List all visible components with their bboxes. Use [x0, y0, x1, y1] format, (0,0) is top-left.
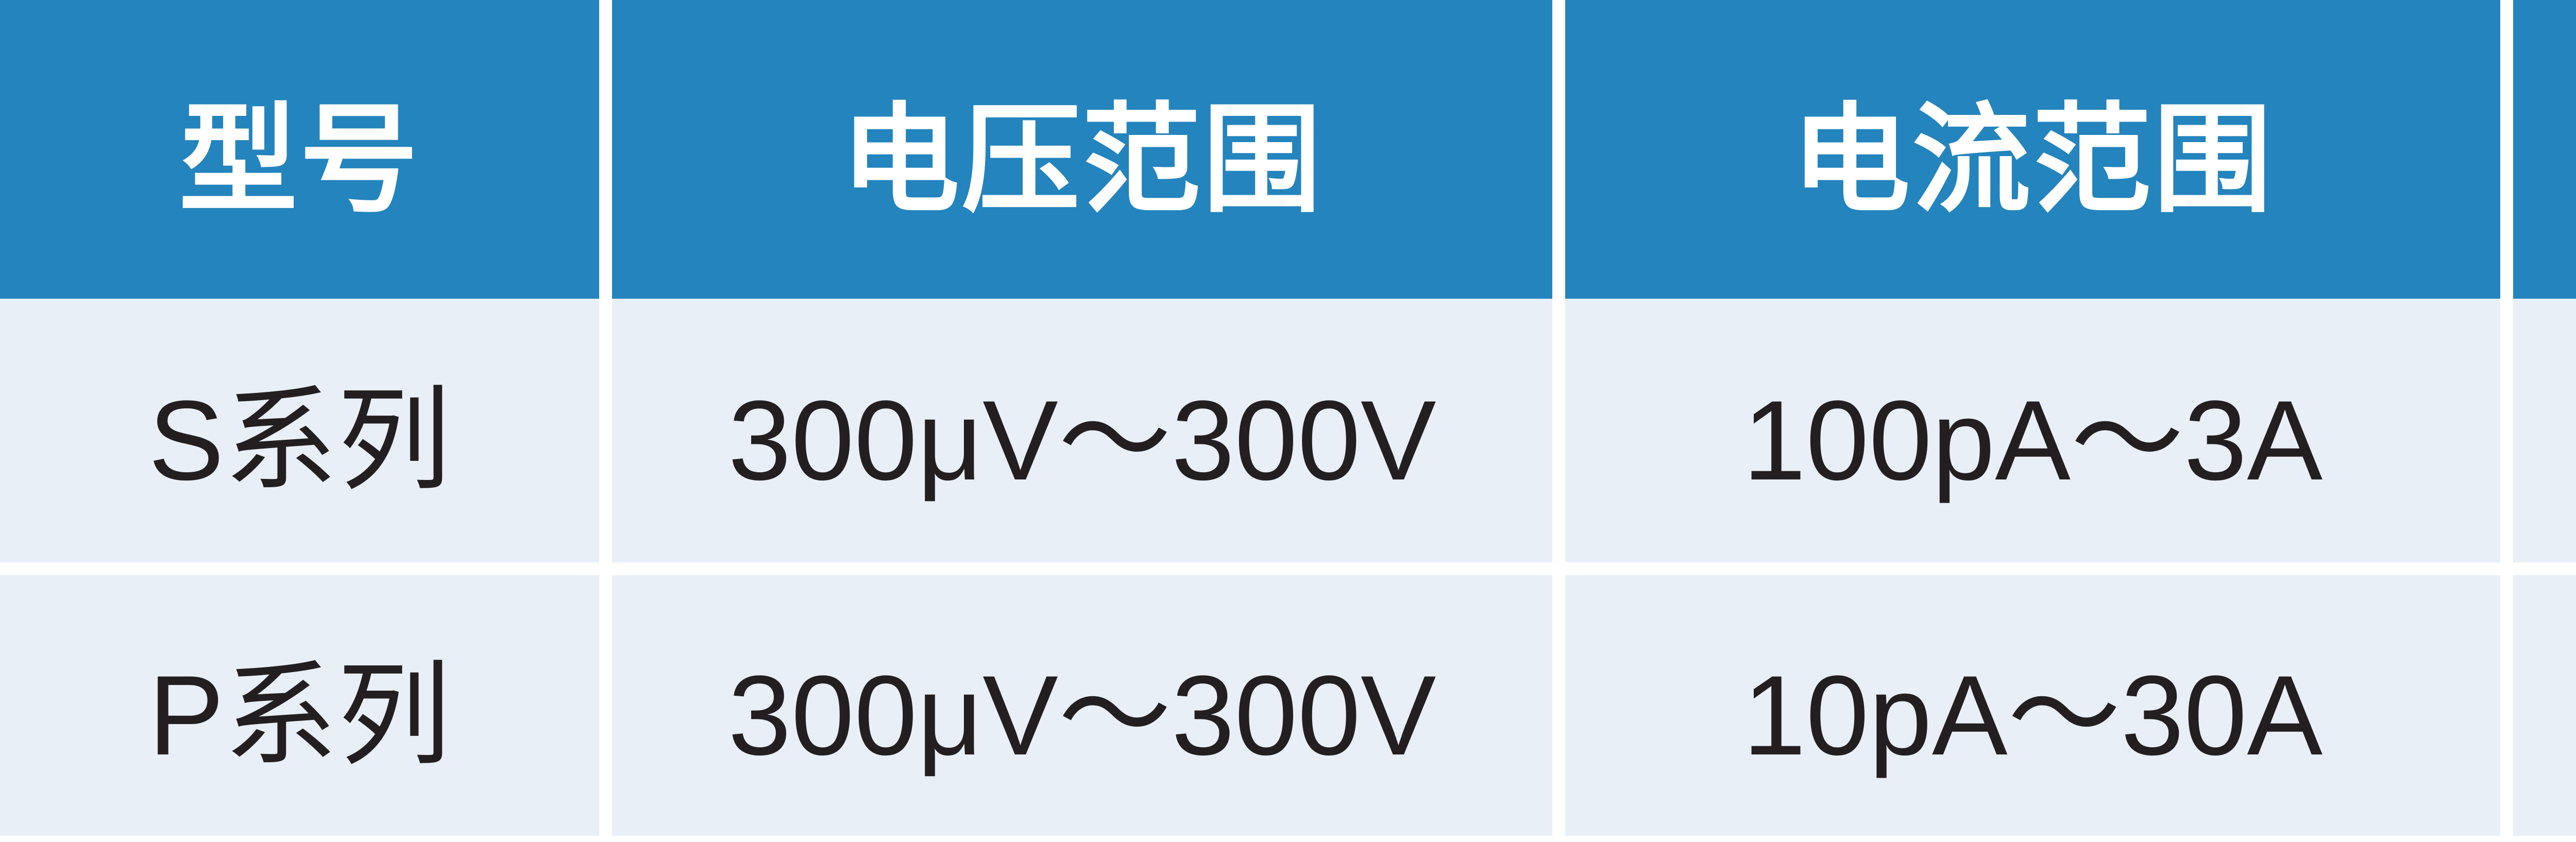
cell-voltage-accuracy: 0.03%: [2513, 575, 2576, 836]
header-cell-voltage-range: 电压范围: [612, 0, 1552, 299]
bottom-padding: [0, 836, 2576, 842]
table-row-s-series: S系列 300μV～300V 100pA～3A 0.03% 0.03%/0.1%: [0, 299, 2576, 562]
cell-voltage-range: 300μV～300V: [612, 299, 1552, 562]
cell-model: S系列: [0, 299, 599, 562]
header-cell-current-range: 电流范围: [1565, 0, 2500, 299]
header-cell-model: 型号: [0, 0, 599, 299]
table-row-p-series: P系列 300μV～300V 10pA～30A 0.03% 0.03%/0.1%: [0, 575, 2576, 836]
cell-voltage-accuracy: 0.03%: [2513, 299, 2576, 562]
cell-current-range: 10pA～30A: [1565, 575, 2500, 836]
cell-current-range: 100pA～3A: [1565, 299, 2500, 562]
cell-voltage-range: 300μV～300V: [612, 575, 1552, 836]
row-divider: [0, 562, 2576, 575]
cell-model: P系列: [0, 575, 599, 836]
table-header-row: 型号 电压范围 电流范围 电压精度 电流精度: [0, 0, 2576, 299]
header-cell-voltage-accuracy: 电压精度: [2513, 0, 2576, 299]
